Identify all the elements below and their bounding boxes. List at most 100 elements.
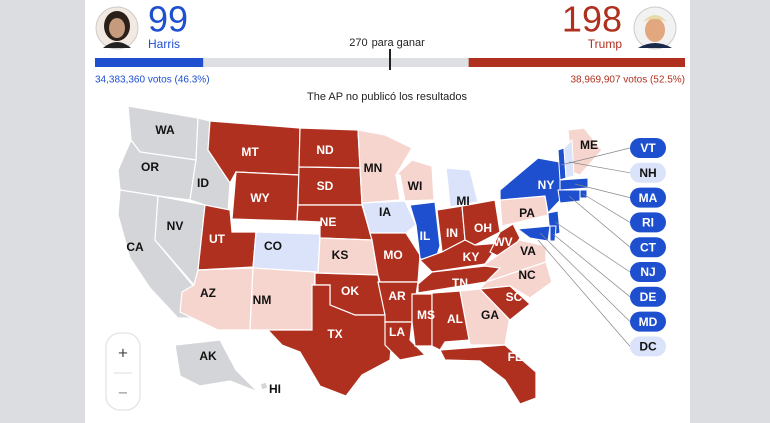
- state-label: OH: [474, 221, 492, 235]
- state-label: WY: [250, 191, 269, 205]
- callout-pill: [630, 162, 666, 183]
- state-label: KY: [463, 250, 480, 264]
- state-label: WI: [408, 179, 423, 193]
- threshold-number: 270: [349, 37, 367, 49]
- state-shape: [394, 159, 435, 202]
- threshold-text: 270 para ganar: [349, 37, 425, 49]
- state-label: IL: [420, 229, 431, 243]
- state-label: MO: [383, 248, 402, 262]
- state-label: CA: [126, 240, 144, 254]
- state-shape: [499, 157, 565, 215]
- callout-label: CT: [640, 240, 657, 254]
- state-shape: [411, 293, 433, 347]
- right-popular: 38,969,907 votos (52.5%): [570, 75, 685, 86]
- state-label: MT: [241, 145, 259, 159]
- state-label: AR: [388, 289, 406, 303]
- state-label: PA: [519, 206, 535, 220]
- right-progress: [468, 58, 685, 67]
- state-label: CO: [264, 239, 282, 253]
- state-label: VA: [520, 244, 536, 258]
- callout-pill: [630, 187, 666, 208]
- state-shape: [117, 138, 197, 201]
- left-electoral-votes: 99: [148, 0, 188, 40]
- state-label: IN: [446, 226, 458, 240]
- state-label: MN: [364, 161, 383, 175]
- state-shape: [445, 167, 479, 208]
- callout-label: DE: [640, 290, 657, 304]
- right-name: Trump: [588, 37, 623, 51]
- state-label: NY: [538, 178, 555, 192]
- callout-pill: [630, 336, 666, 357]
- callout-label: VT: [640, 141, 656, 155]
- callout-pill: [630, 311, 666, 332]
- state-label: MI: [456, 194, 469, 208]
- callout-label: RI: [642, 216, 654, 230]
- zoom-control: + −: [105, 332, 141, 411]
- state-label: ME: [580, 138, 598, 152]
- callout-line: [568, 161, 631, 174]
- state-label: NE: [320, 215, 337, 229]
- note: The AP no publicó los resultados: [307, 91, 468, 103]
- callout-pill: [630, 286, 666, 307]
- state-shape: [439, 344, 537, 405]
- callout-line: [554, 221, 631, 273]
- callout-pill: [630, 262, 666, 282]
- state-shape: [459, 288, 511, 346]
- callout-label: MA: [639, 191, 658, 205]
- state-label: AL: [447, 312, 463, 326]
- callout-line: [537, 239, 631, 347]
- state-label: OK: [341, 284, 359, 298]
- callout-label: NH: [639, 166, 656, 180]
- state-label: AK: [199, 349, 217, 363]
- left-progress: [95, 58, 204, 67]
- callout-label: MD: [639, 315, 658, 329]
- state-shape: [557, 189, 581, 204]
- threshold-label: para ganar: [372, 37, 426, 49]
- left-name: Harris: [148, 37, 180, 51]
- callout-label: DC: [639, 340, 657, 354]
- zoom-out[interactable]: −: [118, 383, 128, 402]
- side-blur: [690, 0, 770, 423]
- state-label: LA: [389, 325, 405, 339]
- state-shape: [417, 265, 502, 294]
- callout-line: [552, 233, 631, 298]
- callout-line: [539, 232, 631, 322]
- left-avatar: [95, 6, 139, 50]
- state-label: FL: [508, 350, 523, 364]
- state-label: OR: [141, 160, 159, 174]
- state-shape: [174, 339, 259, 393]
- callout-line: [574, 183, 631, 198]
- us-map: WA OR CA NV ID MT WY UT CO AZ NM ND SD NE KS OK TX MN IA MO…: [117, 105, 666, 405]
- zoom-frame: [105, 332, 141, 411]
- state-label: GA: [481, 308, 499, 322]
- state-label: NV: [167, 219, 184, 233]
- state-shape: [266, 284, 393, 397]
- state-label: NM: [253, 293, 272, 307]
- state-label: UT: [209, 232, 226, 246]
- state-label: IA: [379, 205, 391, 219]
- state-label: KS: [332, 248, 349, 262]
- state-label: TX: [327, 327, 342, 341]
- state-label: SC: [506, 290, 523, 304]
- state-label: ID: [197, 176, 209, 190]
- state-shape: [559, 177, 589, 191]
- state-label: WV: [493, 235, 512, 249]
- state-shape: [563, 138, 575, 179]
- side-blur: [0, 0, 85, 423]
- state-label: TN: [452, 276, 468, 290]
- state-label: HI: [269, 382, 281, 396]
- zoom-in[interactable]: +: [118, 343, 128, 362]
- callout-pill: [630, 212, 666, 233]
- state-shape: [259, 381, 269, 391]
- callout-pill: [630, 237, 666, 258]
- state-label: WA: [155, 123, 175, 137]
- callout-line: [582, 193, 631, 223]
- state-label: SD: [317, 179, 334, 193]
- state-shape: [461, 199, 501, 246]
- right-avatar: [633, 6, 677, 50]
- callout-line: [568, 195, 631, 248]
- callout-pill: [630, 138, 666, 158]
- state-shape: [361, 200, 417, 234]
